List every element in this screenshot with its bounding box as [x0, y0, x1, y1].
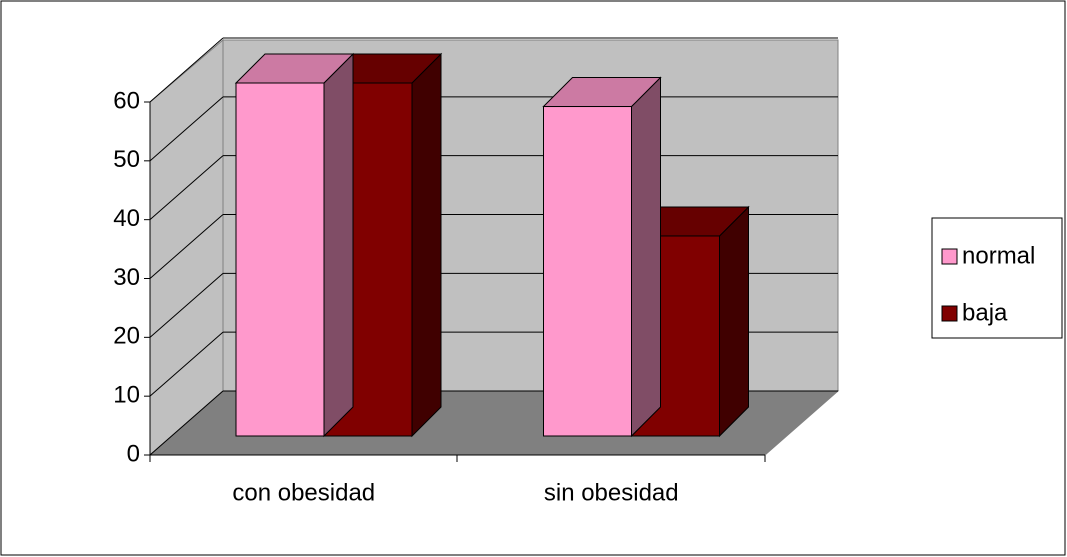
grid-line — [149, 155, 224, 221]
x-tick-label: con obesidad — [232, 479, 375, 506]
bar — [235, 82, 325, 437]
bar — [543, 106, 632, 437]
grid-line — [149, 37, 224, 103]
y-tick-label: 50 — [113, 146, 140, 173]
bar-side — [323, 52, 354, 438]
grid-line — [149, 96, 224, 162]
bar-side — [411, 52, 442, 438]
y-tick-label: 10 — [113, 382, 140, 409]
y-tick-label: 20 — [113, 323, 140, 350]
grid-line — [149, 390, 224, 456]
side-wall — [149, 38, 224, 457]
y-tick-label: 30 — [113, 264, 140, 291]
legend-label: baja — [962, 299, 1008, 326]
y-tick-label: 0 — [127, 440, 140, 467]
bar-side — [631, 76, 661, 438]
grid-line — [149, 214, 224, 279]
grid-line — [149, 331, 224, 397]
legend-swatch — [941, 248, 958, 265]
y-tick-label: 60 — [113, 87, 140, 114]
legend-label: normal — [962, 242, 1035, 269]
y-tick-label: 40 — [113, 205, 140, 232]
grid-line — [149, 272, 224, 338]
bar-side — [719, 205, 749, 438]
legend-swatch — [941, 305, 958, 322]
x-tick-label: sin obesidad — [544, 479, 679, 506]
